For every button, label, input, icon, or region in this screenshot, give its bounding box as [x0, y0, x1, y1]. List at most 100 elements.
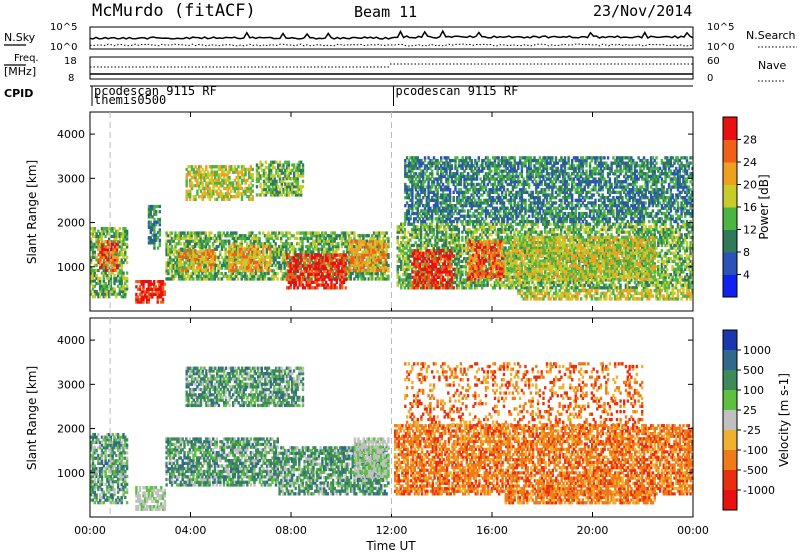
- power-cell: [454, 259, 457, 263]
- power-cell: [231, 184, 235, 188]
- power-cell: [208, 236, 211, 241]
- power-cell: [450, 230, 453, 234]
- power-cell: [153, 230, 156, 235]
- power-cell: [414, 267, 417, 271]
- power-cell: [409, 259, 412, 263]
- power-cell: [156, 287, 159, 291]
- power-cell: [370, 250, 373, 254]
- nsky-trace: [89, 29, 694, 40]
- power-cell: [201, 260, 204, 264]
- power-cell: [328, 247, 331, 251]
- power-cell: [293, 166, 296, 170]
- power-cell: [464, 251, 468, 255]
- power-cell: [109, 282, 113, 286]
- power-cell: [479, 233, 482, 237]
- power-cell: [205, 176, 208, 180]
- power-cell: [283, 234, 286, 238]
- power-cell: [222, 231, 225, 235]
- power-cell: [160, 280, 163, 284]
- power-cell: [93, 245, 96, 249]
- power-cell: [294, 264, 298, 268]
- power-cell: [118, 287, 122, 291]
- power-cell: [247, 253, 251, 257]
- power-cell: [198, 170, 201, 174]
- power-cell: [122, 232, 125, 236]
- power-cell: [97, 234, 100, 238]
- power-cell: [156, 280, 159, 284]
- power-cell: [410, 222, 414, 226]
- power-cell: [322, 255, 326, 259]
- power-cell: [400, 265, 403, 269]
- power-cell: [270, 277, 274, 281]
- power-cell: [308, 247, 311, 251]
- power-cell: [283, 242, 286, 246]
- power-cell: [346, 242, 349, 246]
- power-cell: [450, 241, 453, 245]
- power-cell: [102, 287, 105, 291]
- power-cell: [169, 261, 172, 265]
- power-cell: [475, 283, 478, 287]
- power-cell: [140, 280, 143, 284]
- power-cell: [247, 247, 251, 251]
- power-cell: [165, 261, 168, 265]
- power-cell: [188, 242, 191, 246]
- power-cell: [253, 257, 256, 262]
- power-cell: [104, 284, 107, 288]
- power-cell: [273, 193, 276, 197]
- power-cell: [443, 225, 446, 229]
- power-cell: [281, 244, 285, 249]
- power-cell: [346, 258, 349, 262]
- power-cell: [226, 186, 229, 191]
- power-cell: [196, 173, 199, 177]
- power-cell: [281, 271, 285, 276]
- power-cell: [463, 286, 466, 290]
- power-cell: [372, 258, 375, 262]
- power-cell: [147, 220, 151, 224]
- power-cell: [414, 241, 417, 245]
- power-cell: [167, 277, 170, 281]
- power-cell: [486, 278, 489, 282]
- power-cell: [242, 236, 245, 241]
- power-cell: [461, 270, 464, 274]
- power-cell: [95, 274, 98, 278]
- power-cell: [310, 280, 314, 284]
- power-cell: [450, 257, 453, 261]
- power-cell: [262, 242, 265, 246]
- power-cell: [190, 165, 194, 169]
- power-cell: [219, 234, 222, 238]
- power-cell: [355, 242, 358, 246]
- power-cell: [206, 236, 209, 241]
- power-cell: [357, 253, 361, 257]
- power-cell: [280, 166, 283, 170]
- power-cell: [364, 250, 368, 254]
- power-cell: [165, 250, 168, 254]
- power-cell: [259, 185, 262, 189]
- power-cell: [204, 236, 208, 241]
- power-cell: [369, 274, 372, 278]
- power-cell: [330, 234, 333, 238]
- power-cell: [284, 177, 287, 181]
- power-cell: [90, 282, 93, 286]
- power-cell: [195, 274, 199, 278]
- power-cell: [340, 242, 344, 246]
- power-cell: [368, 260, 371, 265]
- power-cell: [310, 242, 313, 246]
- power-cell: [495, 280, 498, 285]
- power-cell: [322, 231, 326, 235]
- power-cell: [376, 271, 379, 276]
- power-cell: [473, 283, 477, 287]
- power-cell: [163, 282, 166, 286]
- power-cell: [201, 242, 204, 246]
- power-cell: [344, 234, 347, 238]
- power-cell: [226, 173, 229, 177]
- power-cell: [154, 287, 158, 291]
- power-cell: [310, 269, 314, 274]
- power-cell: [464, 235, 468, 240]
- power-cell: [341, 275, 344, 279]
- power-cell: [454, 227, 457, 232]
- power-cell: [509, 280, 513, 285]
- power-cell: [434, 254, 437, 258]
- power-cell: [285, 163, 289, 167]
- power-cell: [347, 244, 351, 249]
- power-cell: [509, 286, 513, 290]
